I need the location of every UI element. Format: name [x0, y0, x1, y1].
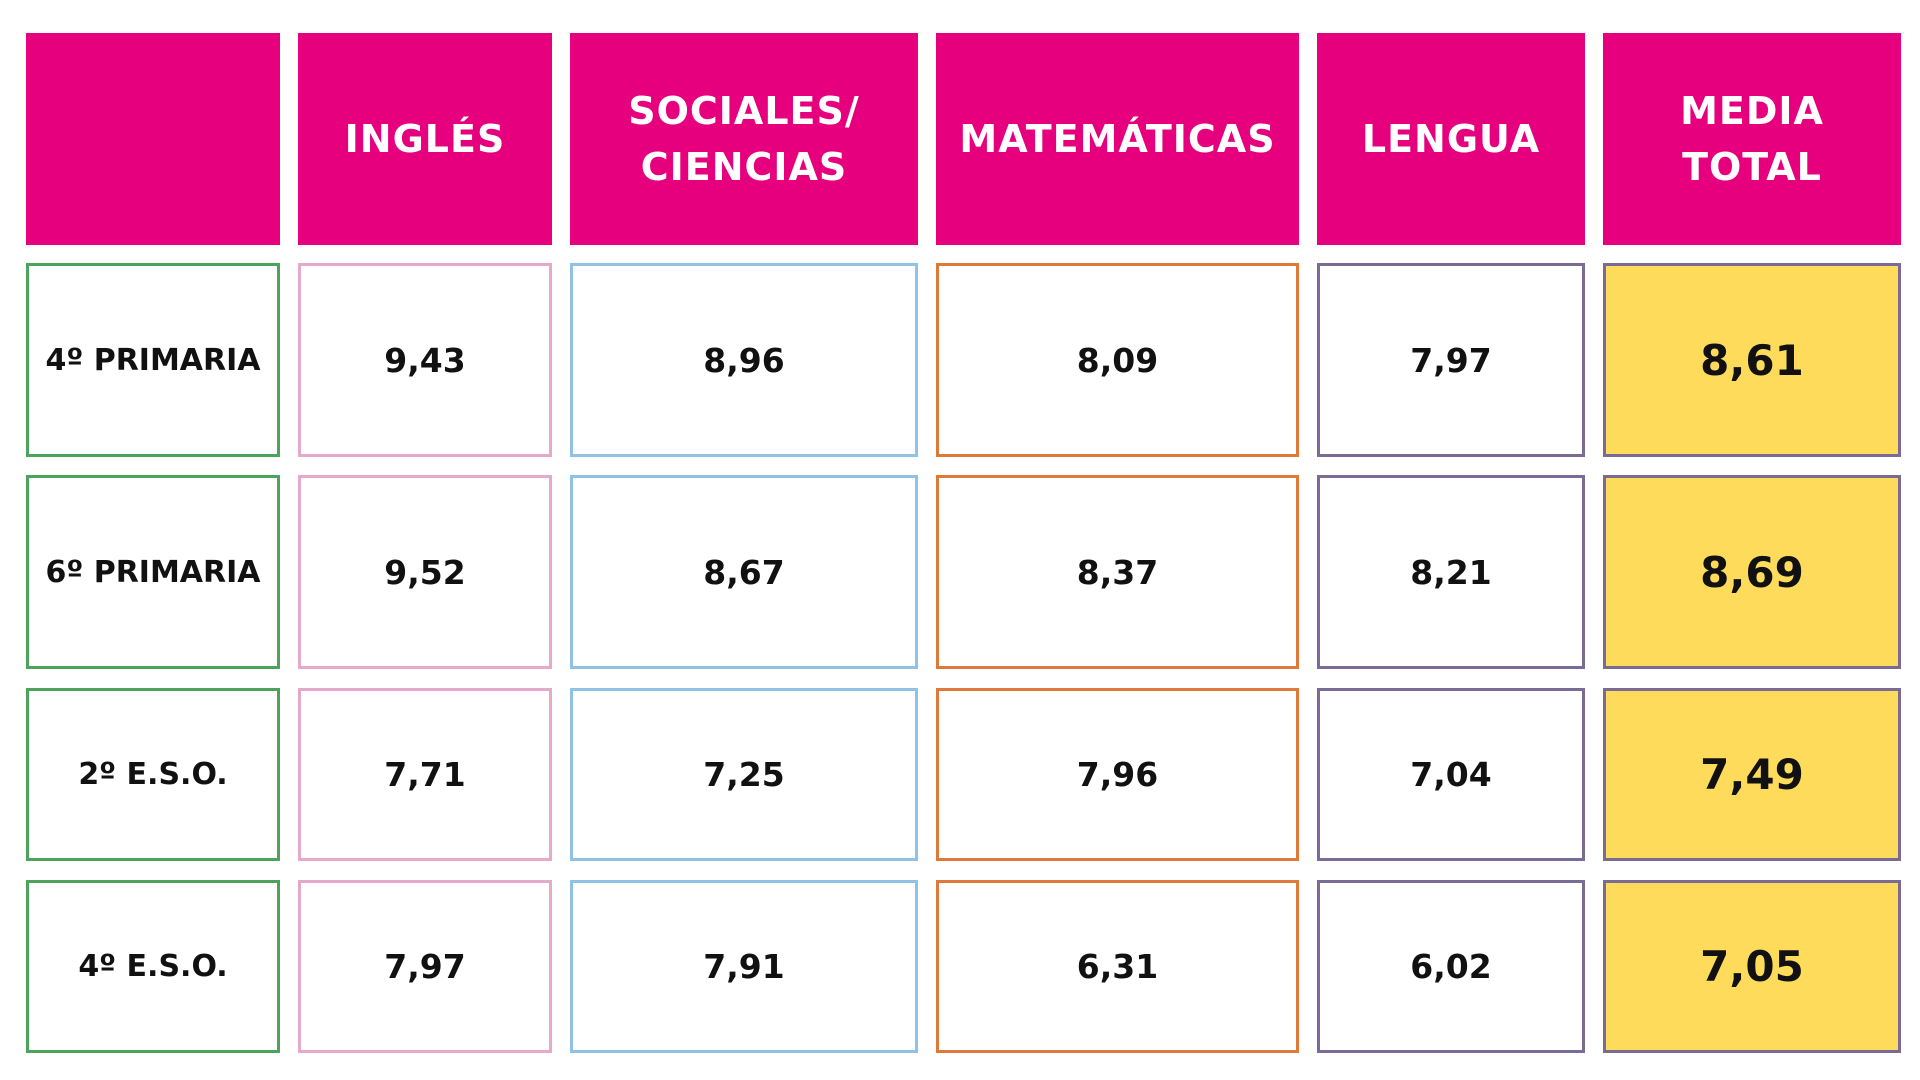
header-matematicas: MATEMÁTICAS: [936, 33, 1299, 245]
cell-ingles: 7,97: [298, 880, 552, 1053]
cell-lengua: 8,21: [1317, 475, 1585, 669]
cell-sociales-ciencias: 7,25: [570, 688, 918, 861]
cell-matematicas: 6,31: [936, 880, 1299, 1053]
cell-matematicas: 8,37: [936, 475, 1299, 669]
row-label-2-eso: 2º E.S.O.: [26, 688, 280, 861]
cell-sociales-ciencias: 8,96: [570, 263, 918, 457]
cell-sociales-ciencias: 8,67: [570, 475, 918, 669]
cell-matematicas: 8,09: [936, 263, 1299, 457]
header-media-total: MEDIA TOTAL: [1603, 33, 1901, 245]
cell-ingles: 9,43: [298, 263, 552, 457]
cell-ingles: 7,71: [298, 688, 552, 861]
header-sociales-ciencias: SOCIALES/ CIENCIAS: [570, 33, 918, 245]
cell-media-total: 8,61: [1603, 263, 1901, 457]
header-blank-cell: [26, 33, 280, 245]
cell-media-total: 7,49: [1603, 688, 1901, 861]
header-ingles: INGLÉS: [298, 33, 552, 245]
cell-media-total: 8,69: [1603, 475, 1901, 669]
cell-media-total: 7,05: [1603, 880, 1901, 1053]
cell-sociales-ciencias: 7,91: [570, 880, 918, 1053]
cell-matematicas: 7,96: [936, 688, 1299, 861]
cell-lengua: 7,04: [1317, 688, 1585, 861]
row-label-4-eso: 4º E.S.O.: [26, 880, 280, 1053]
cell-lengua: 7,97: [1317, 263, 1585, 457]
row-label-6-primaria: 6º PRIMARIA: [26, 475, 280, 669]
cell-lengua: 6,02: [1317, 880, 1585, 1053]
header-lengua: LENGUA: [1317, 33, 1585, 245]
row-label-4-primaria: 4º PRIMARIA: [26, 263, 280, 457]
cell-ingles: 9,52: [298, 475, 552, 669]
